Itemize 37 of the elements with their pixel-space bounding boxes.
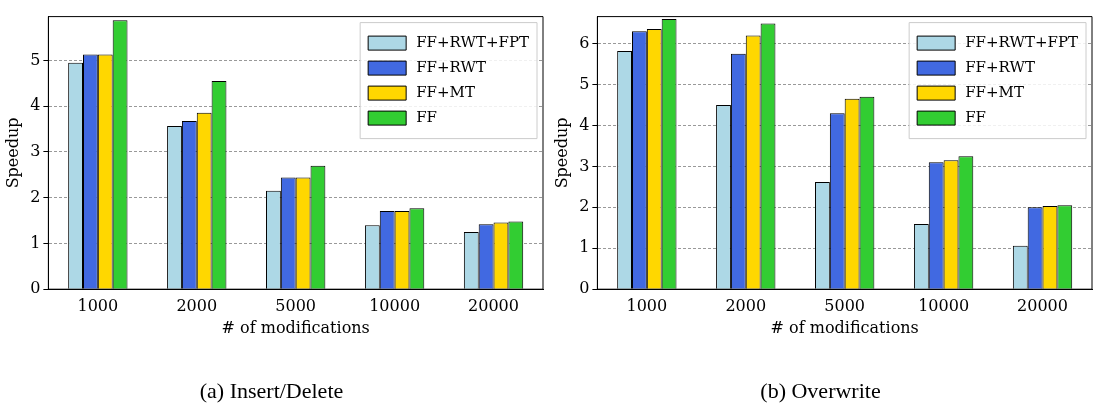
legend-label: FF+MT (416, 82, 475, 101)
legend-label: FF+RWT+FPT (416, 32, 530, 51)
y-tick-label: 5 (579, 73, 590, 93)
x-tick-label: 1000 (626, 295, 668, 315)
x-tick-label: 2000 (725, 295, 767, 315)
text: (b) Overwrite (760, 377, 881, 403)
legend-label: FF (965, 107, 986, 126)
y-tick-label: 3 (30, 141, 41, 161)
y-tick-label: 2 (30, 186, 41, 206)
legend-label: FF+RWT+FPT (965, 32, 1079, 51)
legend-label: FF+RWT (965, 57, 1035, 76)
x-tick-label: 10000 (369, 295, 421, 315)
text: (a) Insert/Delete (199, 377, 344, 403)
x-tick-label: 5000 (824, 295, 866, 315)
x-tick-label: 20000 (468, 295, 519, 315)
x-tick-label: 5000 (275, 295, 317, 315)
x-tick-label: 10000 (918, 295, 970, 315)
x-tick-label: 20000 (1017, 295, 1068, 315)
y-tick-label: 4 (30, 95, 41, 115)
legend-label: FF+RWT (416, 57, 486, 76)
y-tick-label: 0 (30, 278, 41, 298)
y-axis-title: Speedup (2, 117, 22, 189)
y-axis-title: Speedup (551, 117, 571, 189)
x-axis-title: # of modifications (770, 318, 919, 338)
y-tick-label: 0 (579, 278, 590, 298)
y-tick-label: 4 (579, 114, 590, 134)
legend-label: FF (416, 107, 437, 126)
y-tick-label: 1 (30, 232, 41, 252)
legend-label: FF+MT (965, 82, 1024, 101)
x-axis-title: # of modifications (221, 318, 370, 338)
y-tick-label: 1 (579, 237, 590, 257)
y-tick-label: 5 (30, 49, 41, 69)
x-tick-label: 2000 (176, 295, 218, 315)
y-tick-label: 3 (579, 155, 590, 175)
x-tick-label: 1000 (77, 295, 119, 315)
y-tick-label: 6 (579, 32, 590, 52)
y-tick-label: 2 (579, 196, 590, 216)
